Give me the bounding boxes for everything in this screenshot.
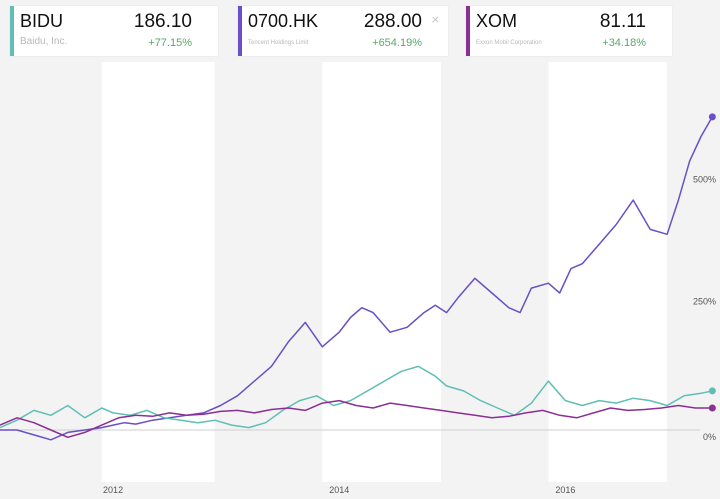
year-band [214,62,323,482]
quote-card-xom[interactable]: XOM 81.11 Exxon Mobil Corporation +34.18… [466,6,672,56]
series-line-0700hk[interactable] [0,116,713,441]
y-tick-label: 500% [693,174,716,184]
year-band [667,62,718,482]
card-change: +654.19% [372,37,422,49]
x-tick-label: 2014 [329,485,349,495]
year-band [0,62,102,482]
series-end-point[interactable] [708,387,716,395]
card-company-name: Tencent Holdings Limit [248,40,309,46]
card-symbol: BIDU [20,11,64,31]
remove-card-close-icon[interactable]: × [430,13,440,26]
year-band [440,62,549,482]
x-axis-labels: 2012 2014 2016 [103,485,575,495]
card-change: +77.15% [148,37,192,49]
year-band [101,62,215,482]
year-band [322,62,441,482]
quote-card-bidu[interactable]: BIDU 186.10 Baidu, Inc. +77.15% [10,6,218,56]
card-change: +34.18% [602,37,646,49]
quote-card-bar: BIDU 186.10 Baidu, Inc. +77.15% 0700.HK … [0,0,720,62]
series-line-xom[interactable] [0,399,713,439]
card-price: 186.10 [133,11,192,32]
card-company-name: Baidu, Inc. [20,36,68,47]
year-bands [0,62,718,482]
card-price: 288.00 [363,11,422,32]
comparison-chart-area[interactable]: 0% 250% 500% 2012 2014 2016 [0,62,720,499]
series-lines [0,113,716,441]
quote-card-0700hk[interactable]: 0700.HK 288.00 Tencent Holdings Limit +6… [238,6,448,56]
x-tick-label: 2012 [103,485,123,495]
series-end-point[interactable] [708,113,716,121]
card-symbol: 0700.HK [248,11,319,31]
card-symbol: XOM [476,11,518,31]
card-company-name: Exxon Mobil Corporation [476,40,542,46]
y-axis-labels: 0% 250% 500% [693,174,716,442]
y-tick-label: 0% [703,432,716,442]
y-tick-label: 250% [693,297,716,307]
year-band [548,62,668,482]
series-line-bidu[interactable] [0,365,713,429]
card-price: 81.11 [599,11,646,32]
comparison-line-chart[interactable]: 0% 250% 500% 2012 2014 2016 [0,62,720,499]
x-tick-label: 2016 [555,485,575,495]
series-end-point[interactable] [708,404,716,412]
